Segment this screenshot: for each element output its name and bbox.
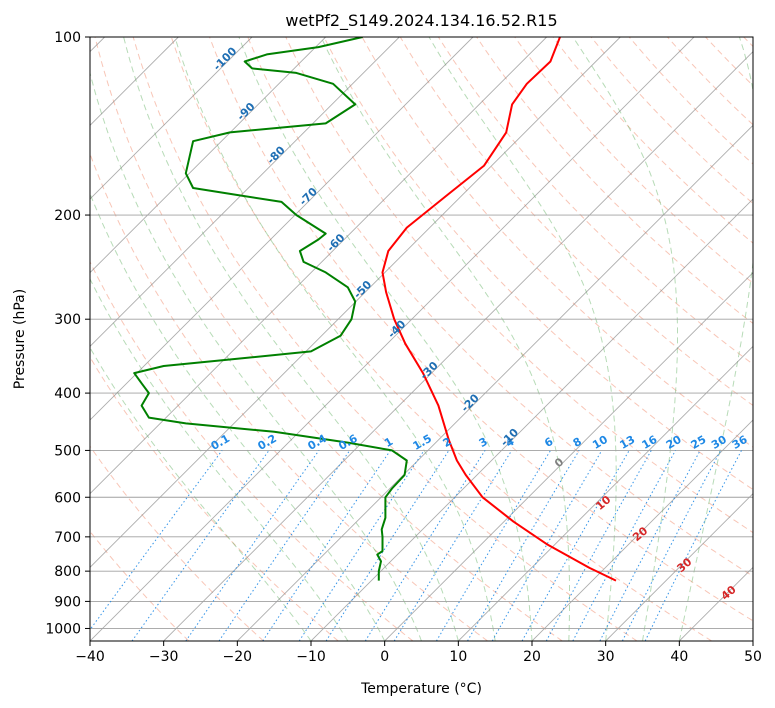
isotherm-line (458, 345, 753, 641)
y-tick-label: 800 (54, 564, 81, 580)
temperature-line (381, 37, 617, 582)
isotherm-line (605, 493, 753, 641)
x-tick-label: 40 (670, 649, 688, 665)
y-tick-label: 100 (54, 30, 81, 46)
isotherm-line (90, 37, 474, 421)
y-tick-label: 900 (54, 594, 81, 610)
x-tick-label: 30 (597, 649, 615, 665)
mixing-ratio-line (262, 450, 391, 641)
isotherm-line (237, 124, 753, 641)
dry-adiabat-line (247, 37, 753, 577)
x-tick-label: −10 (296, 649, 326, 665)
mixing-ratio-line (521, 450, 630, 641)
plot-frame (89, 36, 754, 642)
dry-adiabat-line (323, 37, 753, 491)
moist-adiabat-line (90, 71, 422, 641)
isotherm-line (90, 37, 547, 495)
dry-adiabat-line (94, 37, 563, 641)
mixing-ratio-line (298, 450, 425, 641)
dry-adiabat-line (476, 37, 753, 325)
moist-adiabat-line (678, 37, 753, 641)
moist-adiabat-line (238, 37, 533, 641)
mixing-ratio-line (644, 450, 742, 641)
isotherm-line (90, 37, 400, 347)
axes: −40 −30 −20 −10 0 10 20 30 40 50 100 200 300 400 500 60… (45, 30, 762, 665)
x-tick-label: −20 (223, 649, 253, 665)
moist-adiabat-line (320, 37, 570, 641)
y-tick-label: 500 (54, 443, 81, 459)
mixing-ratio-line (218, 450, 351, 641)
background-lines (90, 37, 753, 641)
moist-adiabat-line (572, 37, 678, 641)
isotherm-line (163, 51, 753, 641)
x-tick-label: 50 (744, 649, 762, 665)
y-tick-label: 600 (54, 490, 81, 506)
x-tick-label: 20 (523, 649, 541, 665)
mixing-ratio-line (90, 450, 223, 631)
mixing-ratio-line (393, 450, 513, 641)
moist-adiabat-line (428, 37, 617, 641)
mixing-ratio-line (572, 450, 676, 641)
mixing-ratio-line (545, 450, 652, 641)
x-axis-label: Temperature (°C) (360, 681, 482, 697)
isotherm-line (90, 37, 253, 200)
moist-adiabat-line (90, 192, 386, 641)
dewpoint-line (133, 37, 408, 581)
dry-adiabat-line (90, 260, 414, 641)
dry-adiabat-line (285, 37, 753, 534)
x-tick-label: 0 (380, 649, 389, 665)
mixing-ratio-line (185, 450, 320, 641)
y-tick-label: 400 (54, 386, 81, 402)
y-tick-label: 700 (54, 530, 81, 546)
isotherm-line (384, 272, 753, 641)
dry-adiabat-line (170, 37, 712, 641)
x-tick-label: 10 (449, 649, 467, 665)
dry-adiabat-line (90, 356, 339, 641)
isotherm-line (90, 37, 326, 274)
x-tick-label: −30 (149, 649, 179, 665)
dry-adiabat-line (514, 37, 753, 284)
mixing-ratio-line (325, 450, 450, 641)
moist-adiabat-line (90, 277, 349, 641)
y-tick-label: 200 (54, 208, 81, 224)
mixing-ratio-line (131, 450, 270, 641)
y-axis-label: Pressure (hPa) (12, 289, 28, 389)
chart-title: wetPf2_S149.2024.134.16.52.R15 (285, 11, 557, 31)
moist-adiabat-line (174, 37, 496, 641)
isotherm-line (531, 419, 753, 641)
dry-adiabat-line (132, 37, 638, 641)
y-tick-label: 300 (54, 312, 81, 328)
dry-adiabat-line (209, 37, 753, 622)
isotherm-line (310, 198, 753, 641)
isotherm-line (90, 37, 621, 568)
sounding-series (133, 37, 617, 582)
dry-adiabat-line (90, 445, 264, 641)
isotherm-line (90, 37, 695, 641)
mixing-ratio-line (621, 450, 722, 641)
moist-adiabat-line (123, 37, 459, 641)
y-tick-label: 1000 (45, 621, 81, 637)
x-tick-label: −40 (75, 649, 105, 665)
